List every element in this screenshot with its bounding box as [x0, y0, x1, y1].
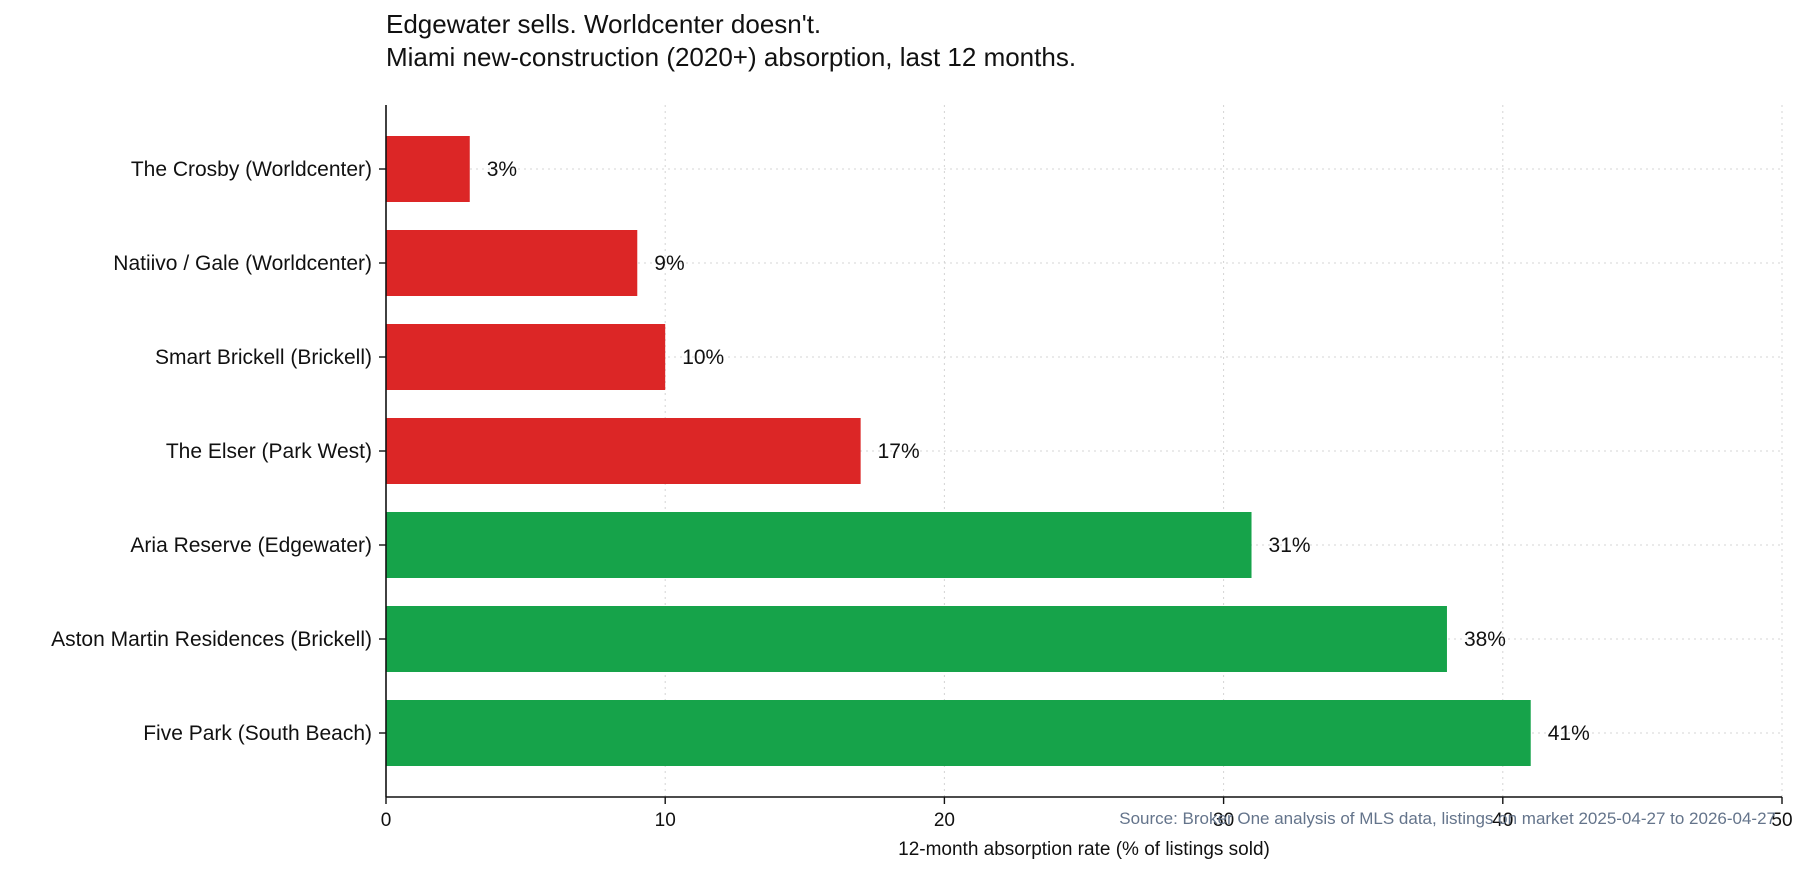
data-label: 31%	[1269, 534, 1311, 557]
x-tick-label: 50	[1771, 810, 1792, 831]
bar	[386, 512, 1252, 578]
bar	[386, 700, 1531, 766]
y-tick-label: Natiivo / Gale (Worldcenter)	[113, 252, 372, 275]
bars	[386, 136, 1531, 766]
data-label: 9%	[654, 252, 684, 275]
chart-subtitle: Miami new-construction (2020+) absorptio…	[386, 42, 1077, 72]
y-tick-label: The Elser (Park West)	[166, 440, 372, 463]
data-labels: 3% 9% 10% 17% 31% 38% 41%	[487, 158, 1590, 745]
x-axis-label: 12-month absorption rate (% of listings …	[898, 839, 1270, 860]
y-tick-label: Aston Martin Residences (Brickell)	[51, 628, 372, 651]
data-label: 41%	[1548, 722, 1590, 745]
y-tick-label: Smart Brickell (Brickell)	[155, 346, 372, 369]
bar	[386, 606, 1447, 672]
tick-labels: 0 10 20 30 40 50 The Crosby (Worldcenter) Natii…	[51, 158, 1793, 831]
bar	[386, 418, 861, 484]
bar	[386, 136, 470, 202]
bar	[386, 324, 666, 390]
x-tick-label: 10	[655, 810, 676, 831]
data-label: 38%	[1464, 628, 1506, 651]
x-tick-label: 20	[934, 810, 955, 831]
data-label: 10%	[682, 346, 724, 369]
y-tick-label: Aria Reserve (Edgewater)	[130, 534, 372, 557]
x-tick-label: 30	[1213, 810, 1234, 831]
x-tick-label: 40	[1492, 810, 1513, 831]
y-tick-label: Five Park (South Beach)	[143, 722, 372, 745]
y-tick-label: The Crosby (Worldcenter)	[131, 158, 372, 181]
data-label: 3%	[487, 158, 517, 181]
data-label: 17%	[878, 440, 920, 463]
bar	[386, 230, 638, 296]
chart-title: Edgewater sells. Worldcenter doesn't.	[386, 9, 822, 39]
x-tick-label: 0	[381, 810, 392, 831]
source-note: Source: Broker One analysis of MLS data,…	[1119, 809, 1776, 828]
